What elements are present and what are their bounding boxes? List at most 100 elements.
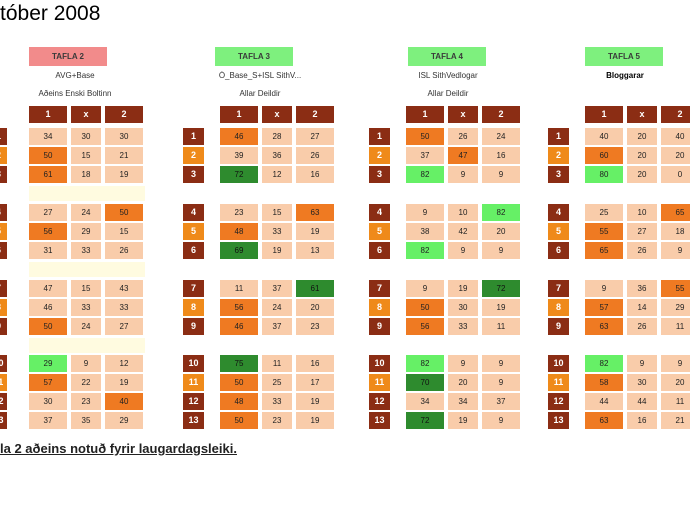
table-cell: 20	[661, 147, 690, 164]
table-cell: 34	[406, 393, 444, 410]
row-number: 10	[0, 355, 7, 372]
table-cell: 33	[105, 299, 143, 316]
table-cell: 20	[627, 128, 657, 145]
column-header: 1	[585, 106, 623, 123]
row-number: 3	[0, 166, 7, 183]
table-cell: 33	[71, 299, 101, 316]
table-cell: 27	[29, 204, 67, 221]
table-cell: 15	[71, 280, 101, 297]
table-cell: 37	[262, 280, 292, 297]
row-number: 8	[183, 299, 204, 316]
table-cell: 61	[29, 166, 67, 183]
row-number: 3	[369, 166, 390, 183]
table-cell: 50	[220, 412, 258, 429]
table-cell: 36	[627, 280, 657, 297]
table-cell: 40	[105, 393, 143, 410]
table-subtitle: ISL SithVedlogar	[418, 71, 478, 80]
table-cell: 20	[296, 299, 334, 316]
table-cell: 24	[71, 318, 101, 335]
group-separator	[406, 262, 522, 277]
table-cell: 11	[482, 318, 520, 335]
group-separator	[585, 262, 690, 277]
table-cell: 9	[482, 355, 520, 372]
table-cell: 20	[448, 374, 478, 391]
row-number: 1	[0, 128, 7, 145]
row-number: 7	[548, 280, 569, 297]
table-cell: 19	[296, 223, 334, 240]
table-cell: 42	[448, 223, 478, 240]
table-cell: 37	[29, 412, 67, 429]
table-cell: 37	[262, 318, 292, 335]
table-cell: 18	[661, 223, 690, 240]
table-cell: 39	[220, 147, 258, 164]
table-cell: 19	[296, 393, 334, 410]
group-separator	[220, 262, 336, 277]
table-cell: 9	[406, 204, 444, 221]
table-cell: 26	[105, 242, 143, 259]
row-number: 13	[0, 412, 7, 429]
row-number: 10	[183, 355, 204, 372]
table-cell: 82	[482, 204, 520, 221]
column-header: x	[627, 106, 657, 123]
table-cell: 9	[585, 280, 623, 297]
row-number: 6	[369, 242, 390, 259]
table-cell: 11	[262, 355, 292, 372]
table-cell: 9	[482, 166, 520, 183]
row-number: 5	[0, 223, 7, 240]
table-cell: 11	[661, 318, 690, 335]
table-cell: 25	[585, 204, 623, 221]
table-cell: 16	[482, 147, 520, 164]
column-header: x	[448, 106, 478, 123]
row-number: 10	[548, 355, 569, 372]
table-cell: 57	[585, 299, 623, 316]
table-cell: 19	[296, 412, 334, 429]
row-number: 8	[548, 299, 569, 316]
table-cell: 65	[585, 242, 623, 259]
row-number: 1	[369, 128, 390, 145]
table-cell: 0	[661, 166, 690, 183]
table-cell: 82	[406, 355, 444, 372]
table-cell: 70	[406, 374, 444, 391]
group-separator	[29, 338, 145, 353]
table-cell: 37	[482, 393, 520, 410]
group-separator	[406, 338, 522, 353]
table-cell: 19	[105, 374, 143, 391]
table-cell: 15	[105, 223, 143, 240]
group-separator	[585, 186, 690, 201]
row-number: 12	[548, 393, 569, 410]
row-number: 12	[0, 393, 7, 410]
table-cell: 24	[262, 299, 292, 316]
table-cell: 38	[406, 223, 444, 240]
table-cell: 33	[448, 318, 478, 335]
table-cell: 50	[29, 318, 67, 335]
table-cell: 44	[585, 393, 623, 410]
table-cell: 23	[262, 412, 292, 429]
table-cell: 13	[296, 242, 334, 259]
table-cell: 20	[627, 166, 657, 183]
table-cell: 72	[220, 166, 258, 183]
table-cell: 17	[296, 374, 334, 391]
table-cell: 27	[296, 128, 334, 145]
table-cell: 82	[406, 166, 444, 183]
row-number: 5	[548, 223, 569, 240]
table-cell: 26	[296, 147, 334, 164]
column-header: 1	[29, 106, 67, 123]
table-subtitle: Bloggarar	[606, 71, 644, 80]
table-cell: 63	[296, 204, 334, 221]
table-cell: 43	[105, 280, 143, 297]
table-cell: 82	[406, 242, 444, 259]
table-cell: 48	[220, 223, 258, 240]
row-number: 6	[548, 242, 569, 259]
table-subtitle: AVG+Base	[55, 71, 95, 80]
table-cell: 33	[262, 223, 292, 240]
table-cell: 22	[71, 374, 101, 391]
table-cell: 56	[406, 318, 444, 335]
table-cell: 34	[448, 393, 478, 410]
column-header: 1	[406, 106, 444, 123]
row-number: 8	[369, 299, 390, 316]
column-header: x	[262, 106, 292, 123]
table-cell: 20	[627, 147, 657, 164]
row-number: 9	[369, 318, 390, 335]
row-number: 9	[0, 318, 7, 335]
table-badge: TAFLA 3	[215, 47, 293, 66]
